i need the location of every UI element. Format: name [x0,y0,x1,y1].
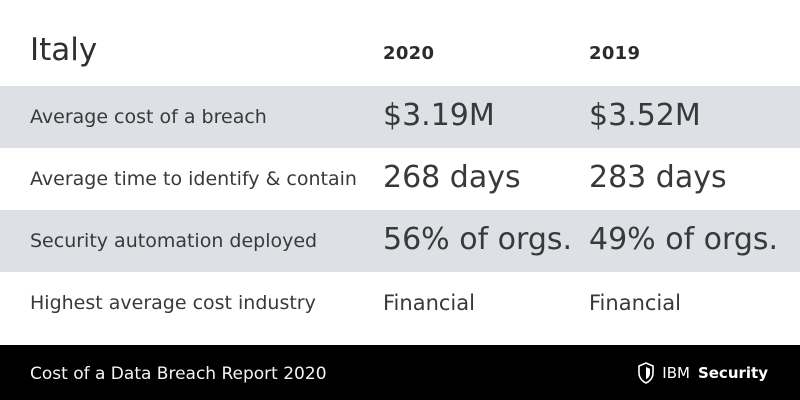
brand-suffix: Security [697,364,768,382]
row-label: Average time to identify & contain [30,168,357,190]
value-2019: 283 days [589,160,727,195]
report-title: Cost of a Data Breach Report 2020 [30,364,327,384]
row-label: Average cost of a breach [30,106,267,128]
table-row-average-cost: Average cost of a breach $3.19M $3.52M [0,86,800,148]
table-row-security-automation: Security automation deployed 56% of orgs… [0,210,800,272]
row-label: Highest average cost industry [30,292,316,314]
table-row-highest-cost-industry: Highest average cost industry Financial … [0,272,800,334]
row-label: Security automation deployed [30,230,318,252]
value-2019: $3.52M [589,98,701,133]
brand-prefix: IBM [662,364,690,382]
table-header: Italy 2020 2019 [0,0,800,85]
value-2020: 56% of orgs. [383,222,573,257]
value-2020: $3.19M [383,98,495,133]
ibm-security-logo: IBM Security [638,361,768,385]
value-2019: Financial [589,291,681,315]
table-row-time-to-contain: Average time to identify & contain 268 d… [0,148,800,210]
year-column-header-2019: 2019 [589,43,641,64]
country-title: Italy [30,32,98,68]
value-2020: Financial [383,291,475,315]
value-2019: 49% of orgs. [589,222,779,257]
footer-bar: Cost of a Data Breach Report 2020 IBM Se… [0,345,800,400]
shield-icon [638,362,655,384]
value-2020: 268 days [383,160,521,195]
year-column-header-2020: 2020 [383,43,435,64]
